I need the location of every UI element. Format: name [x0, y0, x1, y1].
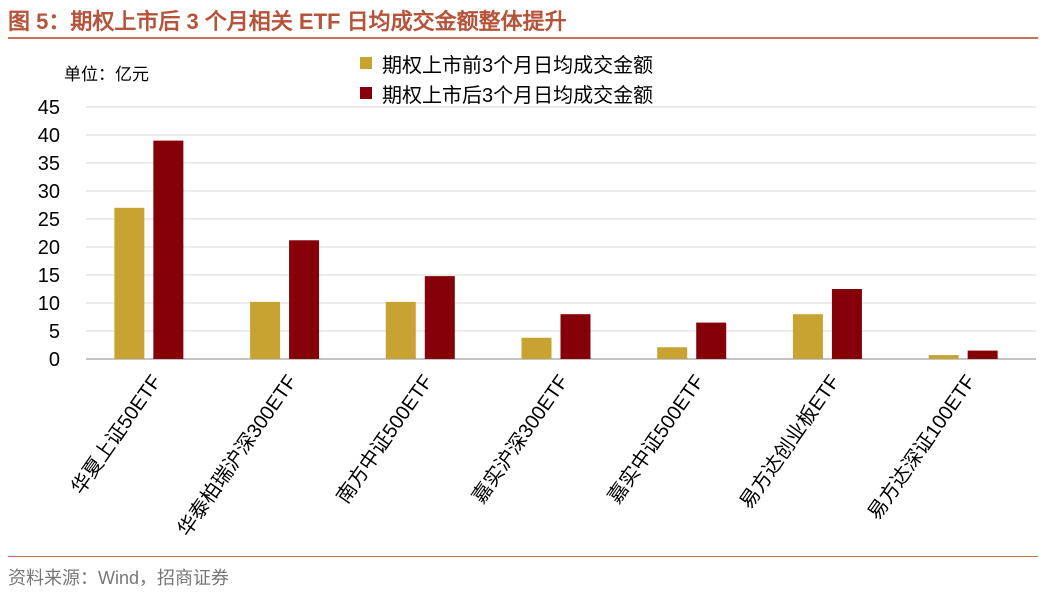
- legend-label-after: 期权上市后3个月日均成交金额: [382, 84, 654, 107]
- y-tick-label: 40: [38, 125, 60, 147]
- chart-title: 图 5：期权上市后 3 个月相关 ETF 日均成交金额整体提升: [8, 9, 567, 34]
- x-tick-label: 南方中证500ETF: [332, 371, 438, 508]
- legend-item-after: 期权上市后3个月日均成交金额: [360, 78, 653, 108]
- bar: [521, 337, 552, 359]
- y-tick-label: 30: [38, 181, 60, 203]
- legend-swatch-before: [360, 57, 372, 69]
- y-tick-label: 15: [38, 265, 60, 287]
- bar: [424, 276, 455, 359]
- x-tick-label: 华夏上证50ETF: [67, 371, 166, 499]
- y-tick-label: 20: [38, 237, 60, 259]
- source-note: 资料来源：Wind，招商证券: [8, 568, 230, 588]
- y-tick-label: 0: [49, 349, 60, 371]
- bar: [114, 207, 145, 359]
- unit-label: 单位：亿元: [64, 65, 149, 84]
- legend-item-before: 期权上市前3个月日均成交金额: [360, 48, 653, 78]
- y-tick-label: 5: [49, 321, 60, 343]
- bar: [250, 301, 281, 359]
- legend: 期权上市前3个月日均成交金额 期权上市后3个月日均成交金额: [360, 48, 653, 108]
- bar: [560, 314, 591, 359]
- bar: [928, 355, 959, 359]
- bar: [657, 347, 688, 359]
- y-tick-label: 35: [38, 153, 60, 175]
- y-tick-label: 10: [38, 293, 60, 315]
- y-tick-label: 45: [38, 97, 60, 119]
- bar: [967, 350, 998, 359]
- bar: [696, 322, 727, 359]
- x-tick-label: 易方达创业板ETF: [735, 371, 844, 513]
- x-tick-label: 嘉实中证500ETF: [603, 371, 709, 508]
- legend-swatch-after: [360, 87, 372, 99]
- x-tick-label: 易方达深证100ETF: [863, 371, 980, 524]
- bar: [831, 289, 862, 359]
- source-divider: [8, 556, 1038, 557]
- x-tick-label: 嘉实沪深300ETF: [468, 371, 574, 508]
- bar: [153, 140, 184, 359]
- bar: [289, 240, 320, 359]
- bar: [792, 314, 823, 359]
- title-divider: [8, 37, 1038, 39]
- bar: [385, 301, 416, 359]
- y-tick-label: 25: [38, 209, 60, 231]
- x-tick-label: 华泰柏瑞沪深300ETF: [173, 371, 301, 541]
- legend-label-before: 期权上市前3个月日均成交金额: [382, 54, 654, 77]
